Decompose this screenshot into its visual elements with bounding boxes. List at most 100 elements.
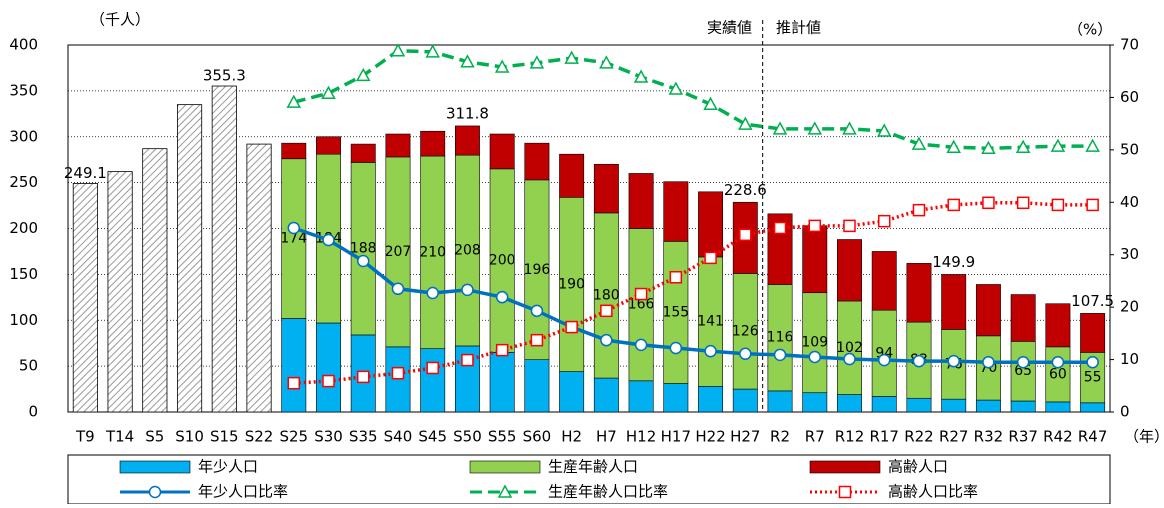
data-label: 55 [1084, 370, 1102, 386]
x-tick-label: H2 [561, 428, 582, 446]
bar-segment [489, 133, 515, 170]
data-label: 166 [628, 297, 655, 313]
y-tick-label: 50 [19, 357, 38, 375]
y-axis-label: （千人） [90, 11, 150, 29]
marker [877, 214, 891, 228]
bar-segment [906, 397, 932, 413]
marker [982, 196, 995, 210]
marker [773, 221, 787, 235]
x-tick-label: R17 [869, 428, 899, 446]
marker [912, 354, 926, 368]
bar-segment [975, 399, 1001, 413]
x-tick-label: S60 [523, 428, 552, 446]
marker [390, 43, 406, 57]
bar-segment [316, 136, 341, 155]
marker [426, 361, 439, 375]
bar-segment [593, 163, 619, 214]
bar-segment [1080, 402, 1106, 413]
marker [461, 283, 474, 297]
marker [495, 343, 509, 357]
bar-segment [906, 263, 932, 323]
data-label: 60 [1049, 366, 1067, 382]
bar-segment [593, 377, 619, 413]
legend-label: 高齢人口 [888, 458, 948, 476]
y-tick-label: 0 [28, 403, 38, 421]
x-tick-label: S50 [453, 428, 482, 446]
bar-segment [524, 179, 550, 361]
marker [322, 233, 335, 247]
bar-segment [420, 348, 446, 413]
bar-segment [663, 241, 689, 384]
marker [564, 50, 579, 64]
x-tick-label: H17 [661, 428, 691, 446]
data-label: 249.1 [64, 164, 107, 182]
bar-segment [802, 225, 828, 294]
marker [530, 333, 544, 347]
bar-segment [837, 394, 862, 413]
legend-label: 生産年齢人口比率 [548, 483, 668, 501]
y-tick-label: 200 [9, 219, 38, 237]
total-label: 149.9 [932, 253, 975, 271]
marker [565, 320, 578, 334]
legend-label: 年少人口比率 [198, 483, 288, 501]
marker [982, 355, 995, 369]
bar-segment [593, 212, 619, 379]
marker [842, 121, 857, 135]
bar-segment [732, 388, 758, 413]
x-tick-label: R32 [974, 428, 1004, 446]
marker [286, 94, 302, 108]
marker [739, 347, 752, 361]
annotation: 推計値 [776, 19, 821, 37]
marker [391, 282, 405, 296]
marker [529, 55, 545, 69]
y2-tick-label: 70 [1120, 36, 1139, 54]
marker [530, 304, 544, 318]
data-label: 196 [524, 262, 551, 278]
marker [703, 96, 718, 110]
x-tick-label: S10 [175, 428, 204, 446]
data-label: 200 [489, 253, 516, 269]
bar-segment [385, 156, 411, 348]
bar-segment [698, 386, 724, 413]
y2-axis-label: （%） [1068, 21, 1112, 39]
marker [738, 116, 753, 130]
x-tick-label: H22 [695, 428, 725, 446]
bar-segment [941, 398, 967, 413]
marker [807, 121, 823, 135]
x-tick-label: R2 [770, 428, 790, 446]
bar-segment [524, 142, 550, 181]
marker [947, 198, 960, 212]
x-tick-label: H12 [626, 428, 656, 446]
bar-segment [559, 153, 585, 198]
line [293, 49, 1093, 151]
bar-segment [871, 396, 897, 413]
bar-segment [281, 142, 307, 160]
data-label: 126 [732, 323, 759, 339]
y2-tick-label: 0 [1120, 403, 1130, 421]
data-label: 141 [697, 314, 724, 330]
x-tick-label: S5 [145, 428, 164, 446]
x-axis-label: （年） [1124, 428, 1164, 446]
bar [72, 183, 98, 413]
marker [838, 485, 852, 499]
annotation: 実績値 [707, 19, 752, 37]
marker [495, 290, 509, 304]
data-label: 207 [385, 244, 412, 260]
x-tick-label: S25 [279, 428, 308, 446]
x-tick-label: S55 [488, 428, 517, 446]
marker [981, 140, 996, 155]
marker [947, 354, 960, 368]
bar-segment [871, 251, 897, 311]
x-tick-label: S30 [314, 428, 343, 446]
x-tick-label: T9 [75, 428, 95, 446]
marker [425, 44, 440, 58]
marker [808, 219, 822, 233]
y-tick-label: 400 [9, 36, 38, 54]
total-label: 311.8 [446, 104, 489, 122]
marker [287, 221, 301, 235]
marker [1086, 198, 1099, 212]
y2-tick-label: 40 [1120, 193, 1139, 211]
marker [1085, 138, 1100, 152]
legend-label: 高齢人口比率 [888, 483, 978, 501]
y2-tick-label: 10 [1120, 350, 1139, 368]
